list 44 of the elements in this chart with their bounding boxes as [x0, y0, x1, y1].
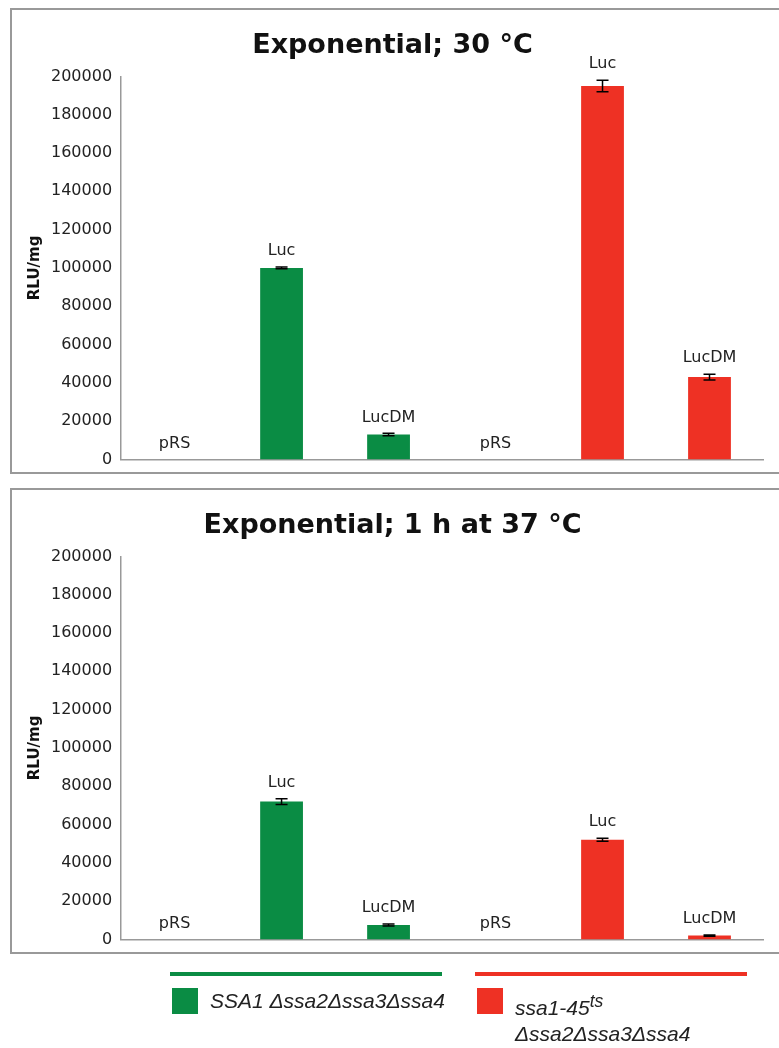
y-axis-title: RLU/mg [24, 715, 43, 781]
y-tick-label: 180000 [51, 583, 113, 603]
category-label: Luc [588, 53, 617, 73]
bar [581, 85, 624, 460]
bar [688, 377, 731, 460]
y-tick-label: 160000 [51, 142, 113, 162]
y-tick-label: 80000 [61, 775, 113, 795]
chart-title: Exponential; 30 °C [252, 28, 533, 60]
bar [367, 434, 410, 460]
category-label: pRS [158, 432, 191, 452]
x-tick-label: LucDM [682, 908, 737, 928]
y-tick-label: 140000 [51, 660, 113, 680]
y-tick-label: 40000 [61, 851, 113, 871]
y-tick-label: 20000 [61, 890, 113, 910]
bar [581, 839, 624, 940]
y-tick-label: 100000 [51, 737, 113, 757]
x-tick-label: pRS [479, 912, 512, 932]
x-tick-label: pRS [158, 912, 191, 932]
y-tick-label: 60000 [61, 813, 113, 833]
category-label: Luc [267, 240, 296, 260]
bar [367, 925, 410, 940]
y-tick-label: 140000 [51, 180, 113, 200]
legend-label: SSA1 Δssa2Δssa3Δssa4 [210, 988, 446, 1014]
y-tick-label: 120000 [51, 218, 113, 238]
y-tick-label: 60000 [61, 333, 113, 353]
y-tick-label: 0 [101, 448, 113, 468]
y-tick-label: 120000 [51, 698, 113, 718]
y-tick-label: 200000 [51, 65, 113, 85]
legend-label: ssa1-45$^{ts}$ Δssa2Δssa3Δssa4 [515, 990, 692, 1047]
y-tick-label: 100000 [51, 257, 113, 277]
category-label: LucDM [361, 406, 416, 426]
y-tick-label: 180000 [51, 103, 113, 123]
y-axis-title: RLU/mg [24, 235, 43, 301]
category-label: LucDM [682, 347, 737, 367]
bar [260, 801, 303, 940]
category-label: pRS [479, 432, 512, 452]
y-tick-label: 40000 [61, 371, 113, 391]
y-tick-label: 160000 [51, 622, 113, 642]
chart-title: Exponential; 1 h at 37 °C [203, 508, 582, 540]
y-tick-label: 0 [101, 928, 113, 948]
y-tick-label: 20000 [61, 410, 113, 430]
bar [260, 267, 303, 460]
y-tick-label: 200000 [51, 545, 113, 565]
y-tick-label: 80000 [61, 295, 113, 315]
